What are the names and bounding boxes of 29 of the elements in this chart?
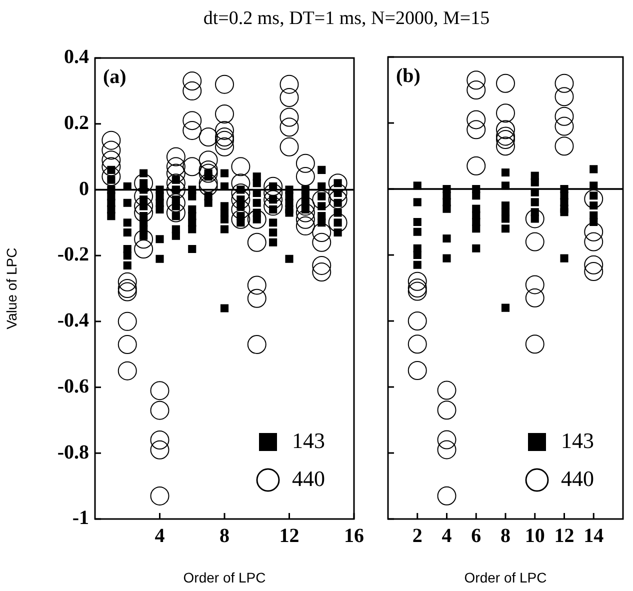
x-tick-label: 14 xyxy=(584,525,604,548)
x-tick-label: 12 xyxy=(279,525,300,548)
annotation: (b) xyxy=(396,65,420,88)
x-tick-label: 8 xyxy=(220,525,230,548)
x-tick-label: 16 xyxy=(344,525,364,548)
x-tick-label: 4 xyxy=(442,525,452,548)
y-tick-label: 0.2 xyxy=(64,112,89,134)
x-tick-label: 8 xyxy=(500,525,510,548)
x-tick-label: 2 xyxy=(412,525,422,548)
y-tick-label: 0 xyxy=(79,178,89,200)
y-tick-label: -0.2 xyxy=(57,244,89,266)
x-axis-title: Order of LPC xyxy=(464,569,547,586)
chart-title: dt=0.2 ms, DT=1 ms, N=2000, M=15 xyxy=(202,8,491,30)
legend-label: 440 xyxy=(292,466,325,491)
annotation: (a) xyxy=(103,66,126,88)
x-axis-title: Order of LPC xyxy=(183,569,266,586)
x-tick-label: 12 xyxy=(554,525,574,548)
x-tick-label: 6 xyxy=(471,525,482,548)
y-tick-label: 0.4 xyxy=(64,46,89,68)
y-tick-label: -0.4 xyxy=(57,310,89,332)
y-axis-title: Value of LPC xyxy=(3,248,20,330)
x-tick-label: 4 xyxy=(154,525,165,548)
legend-label: 440 xyxy=(561,466,594,491)
y-tick-label: -0.6 xyxy=(57,375,89,398)
legend-label: 143 xyxy=(292,428,325,453)
y-tick-label: -1 xyxy=(72,507,89,530)
legend-label: 143 xyxy=(561,428,594,453)
x-tick-label: 10 xyxy=(524,525,545,548)
y-tick-label: -0.8 xyxy=(57,441,89,464)
